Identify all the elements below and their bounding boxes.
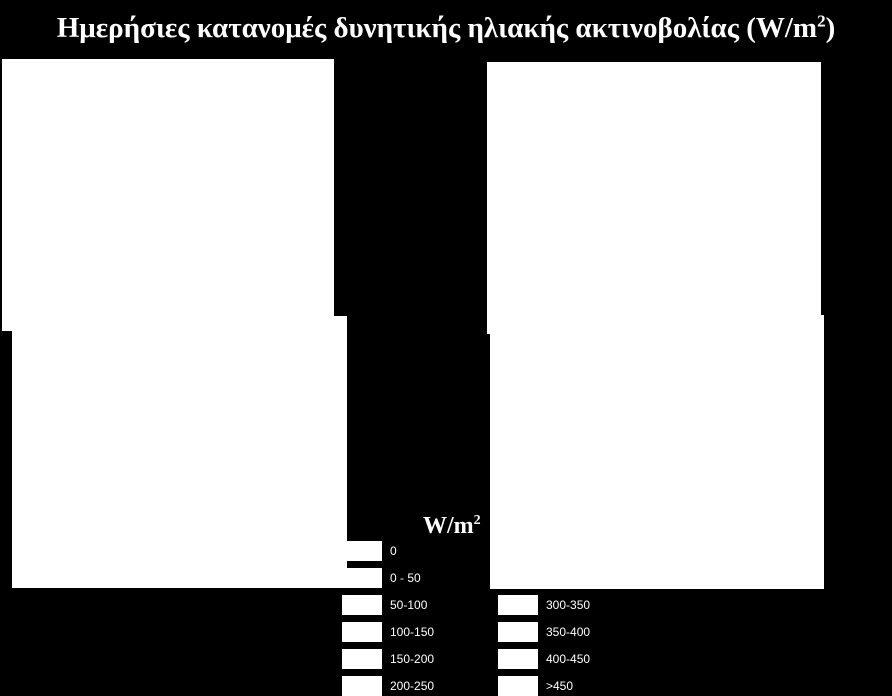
legend-swatch xyxy=(342,676,382,696)
legend-title-text: W/m xyxy=(423,513,474,539)
title-close: ) xyxy=(825,12,836,44)
map-panel-2 xyxy=(487,62,821,334)
legend-label: 200-250 xyxy=(390,679,435,693)
legend-label: 150-200 xyxy=(390,652,435,666)
legend-swatch xyxy=(342,595,382,615)
legend-swatch xyxy=(342,649,382,669)
legend-label: 50-100 xyxy=(390,598,428,612)
legend-title: W/m2 xyxy=(423,511,481,541)
legend-swatch xyxy=(498,676,538,696)
legend-label: >450 xyxy=(546,679,574,693)
legend-swatch xyxy=(342,541,382,561)
legend-title-superscript: 2 xyxy=(473,513,481,528)
legend-label: 400-450 xyxy=(546,652,591,666)
legend-label: 300-350 xyxy=(546,598,591,612)
page-title: Ημερήσιες κατανομές δυνητικής ηλιακής ακ… xyxy=(0,8,892,48)
legend-swatch xyxy=(498,595,538,615)
legend-swatch xyxy=(342,622,382,642)
legend-label: 100-150 xyxy=(390,625,435,639)
legend-label: 350-400 xyxy=(546,625,591,639)
legend-swatch xyxy=(498,622,538,642)
legend-label: 0 xyxy=(390,544,397,558)
legend-label: 0 - 50 xyxy=(390,571,421,585)
title-superscript: 2 xyxy=(817,11,826,31)
legend-swatch xyxy=(498,649,538,669)
map-panel-4 xyxy=(490,315,824,589)
title-text: Ημερήσιες κατανομές δυνητικής ηλιακής ακ… xyxy=(56,12,818,44)
map-panel-1 xyxy=(2,59,334,331)
map-panel-3 xyxy=(12,316,347,588)
legend-swatch xyxy=(342,568,382,588)
